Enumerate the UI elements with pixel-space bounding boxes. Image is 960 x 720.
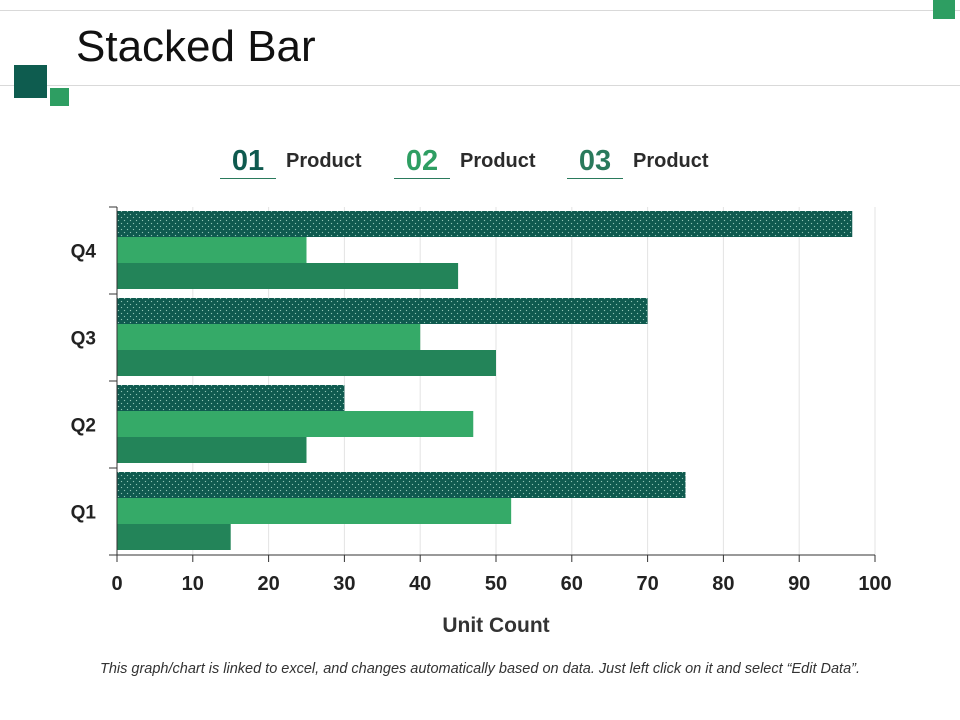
legend-label-3: Product (633, 150, 709, 172)
bar-q1-series-3 (117, 524, 231, 550)
footnote: This graph/chart is linked to excel, and… (99, 661, 861, 677)
legend-label-1: Product (286, 150, 362, 172)
bar-q1-series-2 (117, 498, 512, 524)
x-tick-label-60: 60 (561, 573, 583, 595)
x-tick-label-10: 10 (182, 573, 204, 595)
bar-q3-series-1 (117, 298, 648, 324)
legend-label-2: Product (460, 150, 536, 172)
deco-square-top-right (933, 0, 955, 19)
bar-q1-series-1 (117, 472, 686, 498)
x-tick-label-20: 20 (257, 573, 279, 595)
bar-q3-series-3 (117, 350, 496, 376)
y-tick-label-q4: Q4 (71, 242, 97, 263)
x-tick-label-40: 40 (409, 573, 431, 595)
bar-q4-series-2 (117, 237, 307, 263)
y-tick-label-q2: Q2 (71, 416, 96, 437)
deco-square-dark (14, 65, 47, 98)
x-tick-label-0: 0 (111, 573, 122, 595)
x-tick-label-100: 100 (858, 573, 891, 595)
y-tick-label-q1: Q1 (71, 503, 97, 524)
y-tick-label-q3: Q3 (71, 329, 96, 350)
x-tick-label-50: 50 (485, 573, 507, 595)
deco-square-light (50, 88, 69, 106)
title-rule (0, 85, 960, 86)
bar-q4-series-3 (117, 263, 459, 289)
legend-number-1: 01 (220, 144, 276, 179)
bar-q2-series-2 (117, 411, 474, 437)
x-tick-label-30: 30 (333, 573, 355, 595)
top-rule (0, 10, 960, 11)
bar-q3-series-2 (117, 324, 421, 350)
bar-q2-series-3 (117, 437, 307, 463)
bar-q4-series-1 (117, 211, 853, 237)
x-tick-label-70: 70 (636, 573, 658, 595)
legend-number-2: 02 (394, 144, 450, 179)
bar-q2-series-1 (117, 385, 345, 411)
x-axis-title: Unit Count (442, 614, 549, 637)
legend-number-3: 03 (567, 144, 623, 179)
page-title: Stacked Bar (76, 22, 316, 71)
x-tick-label-80: 80 (712, 573, 734, 595)
x-tick-label-90: 90 (788, 573, 810, 595)
